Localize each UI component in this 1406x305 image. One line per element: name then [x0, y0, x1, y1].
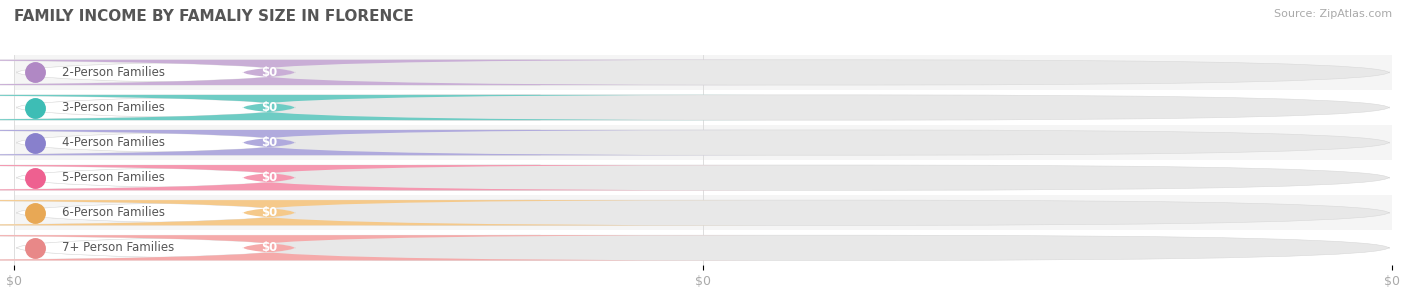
Text: Source: ZipAtlas.com: Source: ZipAtlas.com [1274, 9, 1392, 19]
Bar [14, 125, 1392, 160]
Text: $0: $0 [262, 136, 277, 149]
Text: 6-Person Families: 6-Person Families [62, 206, 166, 219]
Text: 7+ Person Families: 7+ Person Families [62, 241, 174, 254]
Text: 4-Person Families: 4-Person Families [62, 136, 166, 149]
Text: FAMILY INCOME BY FAMALIY SIZE IN FLORENCE: FAMILY INCOME BY FAMALIY SIZE IN FLORENC… [14, 9, 413, 24]
Text: 5-Person Families: 5-Person Families [62, 171, 165, 184]
FancyBboxPatch shape [17, 235, 1389, 260]
Text: 2-Person Families: 2-Person Families [62, 66, 166, 79]
FancyBboxPatch shape [0, 200, 766, 225]
Bar [14, 160, 1392, 195]
FancyBboxPatch shape [17, 200, 1389, 225]
Text: $0: $0 [262, 66, 277, 79]
Bar [14, 230, 1392, 265]
Bar [14, 195, 1392, 230]
Bar [14, 55, 1392, 90]
FancyBboxPatch shape [0, 165, 766, 190]
FancyBboxPatch shape [17, 60, 1389, 85]
FancyBboxPatch shape [0, 235, 766, 260]
FancyBboxPatch shape [0, 95, 540, 120]
FancyBboxPatch shape [0, 200, 540, 225]
FancyBboxPatch shape [0, 130, 766, 155]
Text: $0: $0 [262, 241, 277, 254]
FancyBboxPatch shape [0, 60, 540, 85]
FancyBboxPatch shape [0, 60, 766, 85]
FancyBboxPatch shape [17, 95, 1389, 120]
Text: $0: $0 [262, 171, 277, 184]
Text: 3-Person Families: 3-Person Families [62, 101, 165, 114]
FancyBboxPatch shape [17, 165, 1389, 190]
Bar [14, 90, 1392, 125]
Text: $0: $0 [262, 206, 277, 219]
FancyBboxPatch shape [0, 235, 540, 260]
FancyBboxPatch shape [0, 95, 766, 120]
FancyBboxPatch shape [0, 130, 540, 155]
FancyBboxPatch shape [17, 130, 1389, 155]
FancyBboxPatch shape [0, 165, 540, 190]
Text: $0: $0 [262, 101, 277, 114]
